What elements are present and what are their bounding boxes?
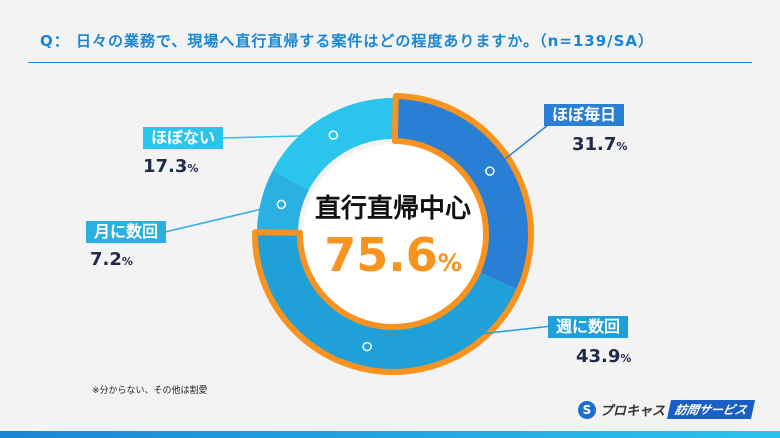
value-unit: %	[187, 162, 199, 175]
value-label: 43.9%	[576, 346, 631, 367]
logo-name: プロキャス	[600, 404, 666, 419]
value-unit: %	[121, 255, 133, 268]
leader-dot	[276, 199, 287, 210]
center-value: 75.6%	[293, 228, 493, 282]
logo-mark-icon: S	[578, 400, 596, 419]
category-label: ほぼ毎日	[544, 104, 625, 126]
category-label: ほぼない	[143, 127, 224, 149]
center-value-unit: %	[437, 249, 462, 277]
title-divider	[28, 62, 752, 63]
leader-dot	[362, 341, 372, 352]
value-number: 17.3	[143, 156, 188, 177]
logo-badge: 訪問サービス	[666, 400, 756, 419]
value-number: 31.7	[572, 134, 617, 155]
leader-line	[164, 203, 282, 233]
category-label: 月に数回	[86, 221, 167, 243]
center-label: 直行直帰中心	[314, 194, 471, 224]
value-label: 7.2%	[90, 249, 133, 270]
brand-logo: S プロキャス 訪問サービス	[578, 400, 756, 419]
highlight-outline	[252, 93, 534, 375]
leader-dot	[328, 130, 339, 140]
value-label: 17.3%	[143, 156, 198, 177]
bottom-bar	[0, 431, 780, 438]
donut-segment	[393, 98, 529, 290]
value-label: 31.7%	[572, 134, 627, 155]
value-unit: %	[616, 140, 628, 153]
value-number: 7.2	[90, 249, 122, 270]
leader-line	[489, 124, 549, 172]
donut-segment	[272, 98, 393, 190]
leader-dot	[485, 166, 495, 176]
donut-center	[303, 144, 483, 324]
donut-segment	[257, 229, 518, 370]
leader-line	[367, 325, 553, 348]
question-title: Q： 日々の業務で、現場へ直行直帰する案件はどの程度ありますか。（n=139/S…	[40, 32, 655, 50]
footnote: ※分からない、その他は割愛	[92, 386, 208, 396]
category-label: 週に数回	[548, 316, 629, 338]
center-value-number: 75.6	[324, 228, 438, 282]
value-unit: %	[620, 352, 632, 365]
value-number: 43.9	[576, 346, 621, 367]
leader-line	[221, 134, 334, 139]
